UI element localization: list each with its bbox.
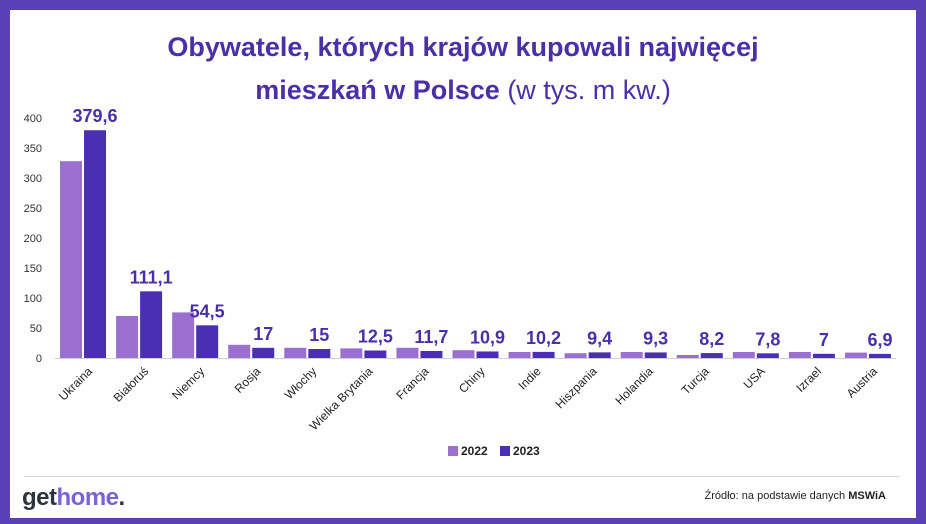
title-line-2-bold: mieszkań w Polsce [255,75,500,105]
data-label: 9,4 [587,328,612,348]
data-label: 111,1 [130,267,173,287]
data-label: 10,9 [470,327,505,347]
bar-2023-6 [364,350,387,358]
y-tick-label: 100 [24,293,42,305]
bar-2023-9 [532,351,555,358]
source-note: Źródło: na podstawie danych MSWiA [705,490,887,502]
title-line-1: Obywatele, których krajów kupowali najwi… [167,32,759,62]
x-tick-label: Białoruś [111,364,152,405]
bar-2022-14 [788,352,811,358]
x-tick-label: Hiszpania [553,364,600,411]
logo-part-dot: . [118,484,126,511]
bar-2022-10 [564,353,587,358]
legend-swatch-2023 [500,446,510,456]
legend-swatch-2022 [448,446,458,456]
data-label: 11,7 [414,327,448,347]
legend-label-2023: 2023 [513,444,540,458]
y-tick-label: 200 [24,233,42,245]
x-tick-label: USA [741,364,768,391]
bar-2023-15 [868,353,891,358]
x-tick-label: Niemcy [169,364,207,402]
logo-part-home: home [56,484,120,511]
chart-title: Obywatele, których krajów kupowali najwi… [0,26,926,112]
bar-2022-5 [284,347,307,358]
bar-2022-3 [172,312,195,358]
x-tick-label: Austria [844,364,881,401]
x-tick-label: Indie [515,364,544,393]
bar-2023-5 [308,349,331,358]
x-tick-label: Turcja [679,364,712,397]
bar-2022-11 [620,352,643,358]
bar-2023-11 [644,352,667,358]
legend-label-2022: 2022 [461,444,488,458]
data-label: 6,9 [867,330,892,350]
bar-2022-1 [60,161,83,358]
logo-part-get: get [22,484,57,511]
bar-2022-13 [732,352,755,358]
title-line-2-unit: (w tys. m kw.) [499,75,671,105]
y-tick-label: 50 [30,323,42,335]
bar-2022-12 [676,355,699,358]
bar-2022-8 [452,350,475,358]
y-tick-label: 400 [24,113,42,125]
title-line-2: mieszkań w Polsce (w tys. m kw.) [0,69,926,112]
x-tick-label: Francja [393,364,431,402]
data-label: 12,5 [358,327,393,347]
bar-2022-4 [228,344,251,358]
bar-2023-7 [420,350,443,358]
data-label: 379,6 [73,106,118,126]
source-name: MSWiA [848,490,886,502]
x-tick-label: Izrael [793,364,824,395]
data-label: 9,3 [643,328,668,348]
y-tick-label: 350 [24,143,42,155]
bar-2023-1 [84,130,107,358]
y-tick-label: 300 [24,173,42,185]
x-tick-label: Holandia [612,364,656,408]
bar-2023-8 [476,351,499,358]
y-tick-label: 250 [24,203,42,215]
bar-2022-2 [116,316,139,358]
footer-divider [24,476,900,477]
bar-2023-14 [812,353,835,358]
bar-2023-12 [700,353,723,358]
data-label: 8,2 [699,329,724,349]
source-prefix: Źródło: na podstawie danych [704,490,849,502]
bar-2023-4 [252,347,275,358]
bar-2023-13 [756,353,779,358]
bar-2023-3 [196,325,219,358]
bar-2023-2 [140,291,163,358]
bar-2022-15 [844,352,867,358]
bar-2022-6 [340,348,363,358]
data-label: 7,8 [755,329,780,349]
x-tick-label: Ukraina [56,364,95,403]
bar-2023-10 [588,352,611,358]
gethome-logo: gethome. [22,484,125,512]
bar-2022-7 [396,347,419,358]
x-tick-label: Włochy [282,364,320,402]
x-tick-label: Chiny [456,364,488,396]
bar-2022-9 [508,352,531,358]
data-label: 10,2 [526,328,561,348]
y-tick-label: 0 [36,353,42,365]
x-tick-label: Rosja [232,364,264,396]
data-label: 54,5 [190,301,225,321]
data-label: 17 [253,324,273,344]
data-label: 15 [309,325,329,345]
y-tick-label: 150 [24,263,42,275]
data-label: 7 [819,330,829,350]
